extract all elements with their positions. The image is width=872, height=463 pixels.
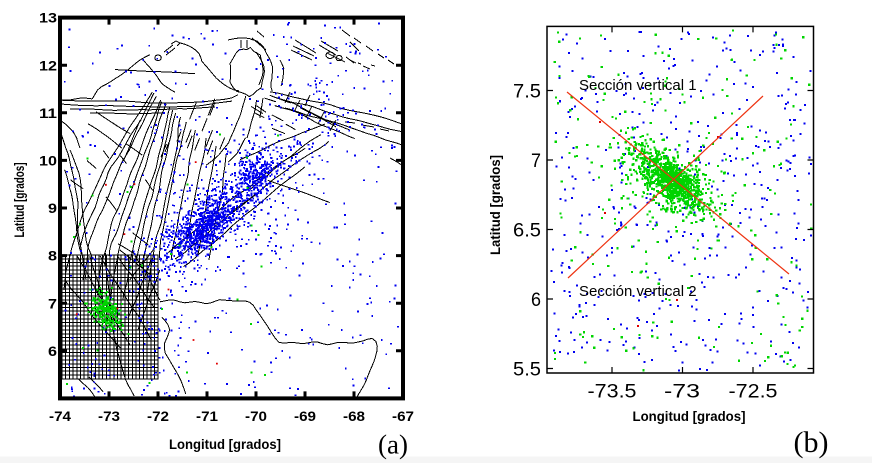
- svg-text:Sección vertical 2: Sección vertical 2: [579, 283, 697, 300]
- svg-text:Latitud [grados]: Latitud [grados]: [11, 163, 27, 238]
- svg-text:13: 13: [39, 11, 58, 26]
- svg-text:12: 12: [39, 58, 57, 73]
- svg-text:-73: -73: [664, 382, 700, 403]
- svg-text:11: 11: [39, 106, 58, 121]
- svg-text:(a): (a): [378, 430, 408, 460]
- svg-text:9: 9: [48, 201, 57, 216]
- svg-text:(b): (b): [794, 426, 829, 459]
- svg-text:Longitud [grados]: Longitud [grados]: [633, 408, 746, 424]
- svg-text:8: 8: [48, 249, 58, 264]
- svg-text:-73.5: -73.5: [588, 382, 637, 403]
- svg-text:-67: -67: [392, 409, 414, 424]
- svg-text:-70: -70: [245, 409, 267, 424]
- svg-text:6: 6: [48, 344, 58, 359]
- svg-text:Sección vertical 1: Sección vertical 1: [579, 77, 697, 94]
- svg-text:-68: -68: [343, 409, 366, 424]
- svg-text:7.5: 7.5: [513, 82, 541, 103]
- svg-text:10: 10: [39, 154, 57, 169]
- svg-text:-74: -74: [49, 409, 72, 424]
- svg-text:5.5: 5.5: [513, 360, 541, 381]
- svg-text:-69: -69: [294, 409, 316, 424]
- svg-text:7: 7: [48, 296, 57, 311]
- svg-text:-72.5: -72.5: [729, 382, 778, 403]
- svg-text:-73: -73: [98, 409, 121, 424]
- svg-text:6.5: 6.5: [513, 221, 541, 242]
- svg-text:7: 7: [531, 151, 541, 172]
- svg-text:Latitud [grados]: Latitud [grados]: [487, 155, 503, 255]
- svg-text:-71: -71: [196, 409, 219, 424]
- svg-text:Longitud [grados]: Longitud [grados]: [169, 436, 281, 452]
- svg-text:-72: -72: [147, 409, 169, 424]
- svg-text:6: 6: [531, 290, 541, 311]
